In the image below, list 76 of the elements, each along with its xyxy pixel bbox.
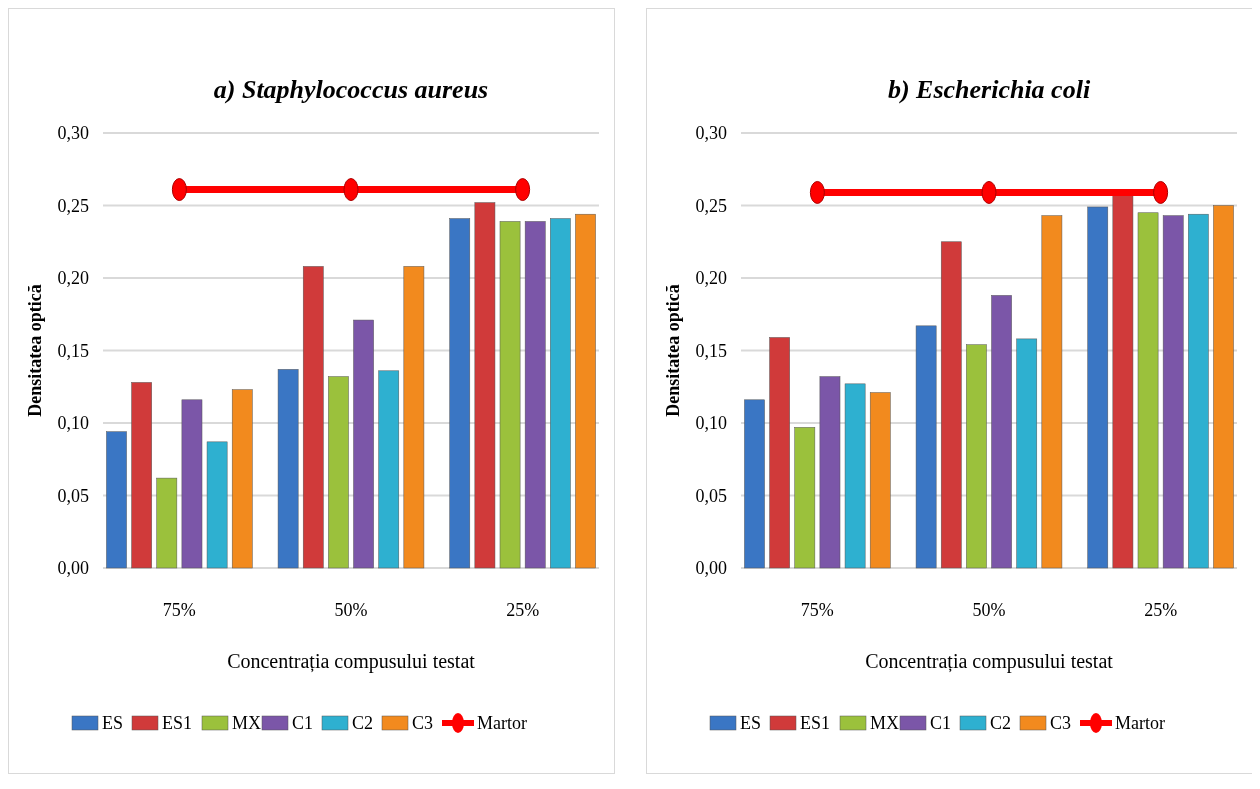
bar [1137, 212, 1159, 569]
y-tick-label: 0,25 [57, 195, 89, 216]
y-tick-label: 0,00 [695, 558, 727, 579]
bar [449, 218, 471, 569]
bar [277, 369, 299, 569]
chart-title: a) Staphylococcus aureus [213, 75, 489, 104]
bar [769, 337, 790, 569]
legend-label: ES [740, 713, 762, 734]
y-tick-label: 0,30 [695, 123, 727, 144]
bar [403, 266, 425, 569]
x-tick-label: 50% [972, 600, 1006, 620]
y-tick-label: 0,00 [57, 558, 89, 579]
bar [794, 427, 816, 569]
legend-label: C3 [412, 713, 434, 734]
legend-label: C1 [930, 713, 952, 734]
bar [966, 344, 987, 569]
bar [1041, 215, 1063, 569]
legend-label: C1 [292, 713, 314, 734]
y-tick-label: 0,20 [57, 268, 89, 289]
chart-title: b) Escherichia coli [887, 75, 1091, 104]
bar [575, 213, 596, 569]
bar [940, 241, 962, 569]
bar [353, 319, 374, 569]
y-tick-label: 0,15 [695, 340, 727, 361]
x-tick-label: 25% [1144, 600, 1178, 620]
legend-label: C2 [352, 713, 374, 734]
y-tick-label: 0,05 [695, 485, 727, 506]
bar [844, 383, 866, 569]
bar [231, 389, 253, 569]
bar [1162, 215, 1184, 569]
bar [302, 266, 324, 569]
bar [156, 477, 178, 569]
bar [991, 295, 1012, 569]
bar [744, 399, 765, 569]
x-tick-label: 75% [162, 600, 196, 620]
legend-label: ES1 [162, 713, 193, 734]
y-tick-label: 0,15 [57, 340, 89, 361]
y-tick-label: 0,25 [695, 195, 727, 216]
bar [131, 382, 152, 569]
x-axis-title: Concentrația compusului testat [865, 650, 1114, 673]
bar [499, 221, 521, 569]
bar [1213, 205, 1234, 569]
x-tick-label: 50% [334, 600, 368, 620]
legend-label: Martor [477, 713, 527, 734]
y-tick-label: 0,30 [57, 123, 89, 144]
legend-label: C3 [1050, 713, 1072, 734]
bar [1016, 338, 1038, 569]
legend-label: C2 [990, 713, 1012, 734]
y-tick-label: 0,20 [695, 268, 727, 289]
bar [819, 376, 841, 569]
bar [524, 221, 546, 569]
y-axis-title: Densitatea optică [25, 284, 45, 417]
x-tick-label: 75% [800, 600, 834, 620]
x-tick-label: 25% [506, 600, 540, 620]
y-tick-label: 0,10 [695, 413, 727, 434]
bar [106, 431, 127, 569]
legend-label: Martor [1115, 713, 1165, 734]
y-tick-label: 0,10 [57, 413, 89, 434]
bar [474, 202, 496, 569]
bar [328, 376, 349, 569]
bar [378, 370, 400, 569]
bar [869, 392, 891, 569]
bar [550, 218, 571, 569]
bar [1112, 195, 1134, 569]
y-tick-label: 0,05 [57, 485, 89, 506]
bar [181, 399, 203, 569]
bar [206, 441, 228, 569]
legend-label: ES [102, 713, 124, 734]
legend-label: ES1 [800, 713, 831, 734]
bar [1188, 213, 1209, 569]
legend-label: MX [870, 713, 900, 734]
x-axis-title: Concentrația compusului testat [227, 650, 476, 673]
bar [1087, 206, 1109, 569]
bar [915, 325, 937, 569]
legend-label: MX [232, 713, 262, 734]
y-axis-title: Densitatea optică [663, 284, 683, 417]
